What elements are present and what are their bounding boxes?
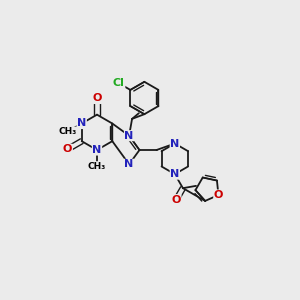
- Text: N: N: [170, 139, 179, 148]
- Text: O: O: [172, 195, 181, 205]
- Text: Cl: Cl: [113, 78, 125, 88]
- Text: CH₃: CH₃: [88, 162, 106, 171]
- Text: N: N: [170, 169, 179, 179]
- Text: O: O: [214, 190, 223, 200]
- Text: CH₃: CH₃: [58, 127, 77, 136]
- Text: N: N: [92, 145, 102, 155]
- Text: O: O: [92, 94, 102, 103]
- Text: N: N: [124, 131, 134, 141]
- Text: N: N: [77, 118, 86, 128]
- Text: O: O: [63, 144, 72, 154]
- Text: N: N: [124, 159, 134, 169]
